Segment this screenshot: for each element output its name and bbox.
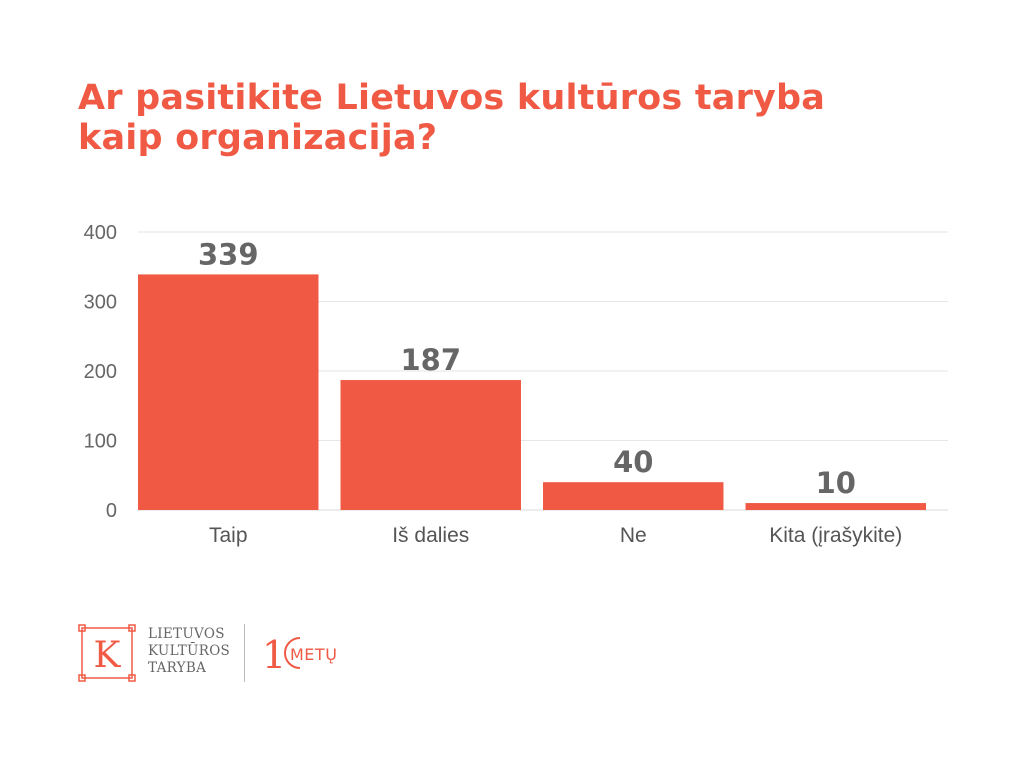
y-tick-label: 300	[84, 292, 117, 314]
logo-letter: K	[94, 635, 122, 676]
chart-title-line-1: Ar pasitikite Lietuvos kultūros taryba	[78, 78, 826, 118]
organization-name: LIETUVOS KULTŪROS TARYBA	[148, 626, 258, 677]
lkt-logo-icon: K	[78, 624, 136, 682]
bar	[138, 274, 319, 510]
data-labels: 339 187 40 10	[198, 237, 856, 500]
y-tick-label: 400	[84, 222, 117, 244]
y-tick-label: 100	[84, 431, 117, 453]
bars	[138, 274, 926, 510]
anniversary-digit: 1	[262, 633, 286, 676]
category-label: Taip	[209, 524, 248, 547]
chart-title: Ar pasitikite Lietuvos kultūros taryba k…	[78, 78, 938, 158]
org-name-line-3: TARYBA	[148, 660, 207, 676]
y-axis-ticks: 0 100 200 300 400	[84, 222, 117, 522]
bar-chart: 0 100 200 300 400 339 187 40 10 Taip Iš dalies Ne…	[84, 222, 948, 547]
footer-divider	[244, 624, 245, 682]
x-axis-categories: Taip Iš dalies Ne Kita (įrašykite)	[209, 524, 902, 547]
bar	[745, 503, 926, 510]
chart-title-line-2: kaip organizacija?	[78, 118, 438, 158]
anniversary-logo-icon: 1 METŲ	[262, 633, 337, 676]
category-label: Iš dalies	[392, 524, 469, 547]
bar-value-label: 40	[613, 445, 653, 479]
org-name-line-2: KULTŪROS	[148, 643, 231, 659]
org-name-line-1: LIETUVOS	[148, 626, 225, 642]
category-label: Ne	[620, 524, 647, 547]
y-tick-label: 0	[106, 500, 117, 522]
y-tick-label: 200	[84, 361, 117, 383]
category-label: Kita (įrašykite)	[769, 524, 902, 547]
anniversary-text: METŲ	[290, 645, 337, 664]
bar	[543, 482, 724, 510]
bar-value-label: 187	[400, 343, 461, 377]
bar-value-label: 339	[198, 237, 259, 271]
bar	[340, 380, 521, 510]
bar-value-label: 10	[816, 466, 856, 500]
